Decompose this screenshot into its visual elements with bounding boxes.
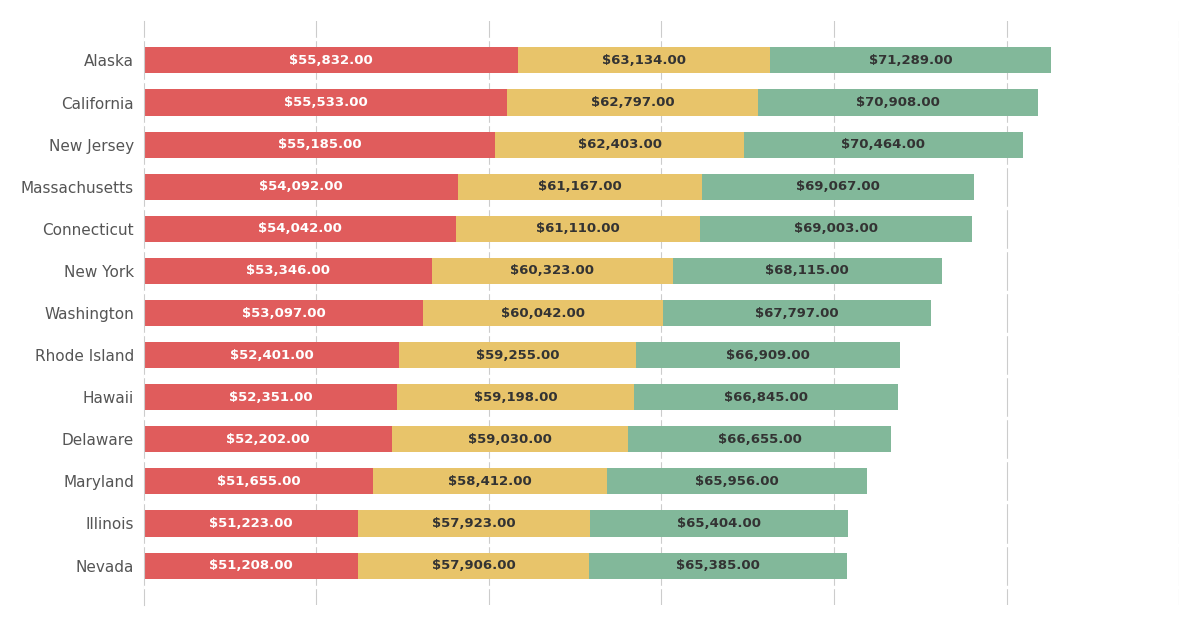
Text: $52,351.00: $52,351.00 bbox=[229, 391, 312, 404]
Bar bbox=[700, 216, 972, 242]
Bar bbox=[744, 131, 1022, 158]
Bar bbox=[496, 131, 744, 158]
Text: $54,092.00: $54,092.00 bbox=[259, 180, 342, 193]
Text: $60,323.00: $60,323.00 bbox=[510, 264, 594, 277]
Text: $60,042.00: $60,042.00 bbox=[502, 307, 586, 319]
Bar bbox=[607, 468, 868, 495]
Text: $57,906.00: $57,906.00 bbox=[432, 559, 516, 572]
Text: $57,923.00: $57,923.00 bbox=[432, 517, 516, 530]
Bar bbox=[144, 384, 397, 410]
Text: $70,464.00: $70,464.00 bbox=[841, 138, 925, 151]
Bar bbox=[424, 300, 662, 326]
Bar bbox=[432, 258, 672, 284]
Text: $53,346.00: $53,346.00 bbox=[246, 264, 330, 277]
Bar bbox=[672, 258, 942, 284]
Bar bbox=[456, 216, 700, 242]
Text: $66,909.00: $66,909.00 bbox=[726, 349, 810, 362]
Text: $55,533.00: $55,533.00 bbox=[283, 96, 367, 109]
Text: $51,208.00: $51,208.00 bbox=[209, 559, 293, 572]
Bar bbox=[144, 258, 432, 284]
Text: $53,097.00: $53,097.00 bbox=[241, 307, 325, 319]
Text: $59,030.00: $59,030.00 bbox=[468, 433, 552, 446]
Bar bbox=[144, 510, 359, 536]
Text: $51,655.00: $51,655.00 bbox=[217, 475, 300, 488]
Bar bbox=[144, 300, 424, 326]
Bar bbox=[392, 426, 628, 453]
Bar bbox=[589, 553, 847, 578]
Bar bbox=[508, 90, 758, 116]
Text: $55,832.00: $55,832.00 bbox=[289, 54, 372, 67]
Text: $59,198.00: $59,198.00 bbox=[474, 391, 557, 404]
Text: $66,845.00: $66,845.00 bbox=[724, 391, 808, 404]
Text: $58,412.00: $58,412.00 bbox=[448, 475, 532, 488]
Bar bbox=[634, 384, 898, 410]
Bar bbox=[359, 510, 589, 536]
Text: $62,403.00: $62,403.00 bbox=[577, 138, 661, 151]
Text: $61,110.00: $61,110.00 bbox=[536, 222, 619, 235]
Text: $70,908.00: $70,908.00 bbox=[856, 96, 940, 109]
Bar bbox=[769, 48, 1051, 73]
Bar bbox=[144, 48, 517, 73]
Text: $68,115.00: $68,115.00 bbox=[766, 264, 848, 277]
Text: $51,223.00: $51,223.00 bbox=[209, 517, 293, 530]
Text: $62,797.00: $62,797.00 bbox=[590, 96, 674, 109]
Bar bbox=[400, 342, 636, 368]
Bar bbox=[758, 90, 1038, 116]
Text: $65,956.00: $65,956.00 bbox=[695, 475, 779, 488]
Bar bbox=[397, 384, 634, 410]
Bar bbox=[144, 426, 392, 453]
Text: $71,289.00: $71,289.00 bbox=[869, 54, 952, 67]
Text: $66,655.00: $66,655.00 bbox=[718, 433, 802, 446]
Bar bbox=[144, 553, 358, 578]
Text: $69,067.00: $69,067.00 bbox=[796, 180, 880, 193]
Text: $65,404.00: $65,404.00 bbox=[677, 517, 761, 530]
Bar bbox=[144, 468, 373, 495]
Text: $55,185.00: $55,185.00 bbox=[277, 138, 361, 151]
Bar bbox=[144, 131, 496, 158]
Bar bbox=[662, 300, 930, 326]
Bar bbox=[144, 173, 457, 200]
Text: $65,385.00: $65,385.00 bbox=[677, 559, 760, 572]
Bar bbox=[702, 173, 974, 200]
Bar bbox=[144, 216, 456, 242]
Bar bbox=[144, 90, 508, 116]
Text: $69,003.00: $69,003.00 bbox=[794, 222, 878, 235]
Text: $63,134.00: $63,134.00 bbox=[601, 54, 685, 67]
Bar bbox=[628, 426, 892, 453]
Bar bbox=[636, 342, 900, 368]
Bar bbox=[457, 173, 702, 200]
Text: $61,167.00: $61,167.00 bbox=[538, 180, 622, 193]
Bar bbox=[589, 510, 848, 536]
Bar bbox=[517, 48, 769, 73]
Text: $52,401.00: $52,401.00 bbox=[229, 349, 313, 362]
Bar bbox=[144, 342, 400, 368]
Text: $59,255.00: $59,255.00 bbox=[475, 349, 559, 362]
Text: $67,797.00: $67,797.00 bbox=[755, 307, 839, 319]
Bar bbox=[373, 468, 607, 495]
Bar bbox=[358, 553, 589, 578]
Text: $54,042.00: $54,042.00 bbox=[258, 222, 342, 235]
Text: $52,202.00: $52,202.00 bbox=[226, 433, 310, 446]
